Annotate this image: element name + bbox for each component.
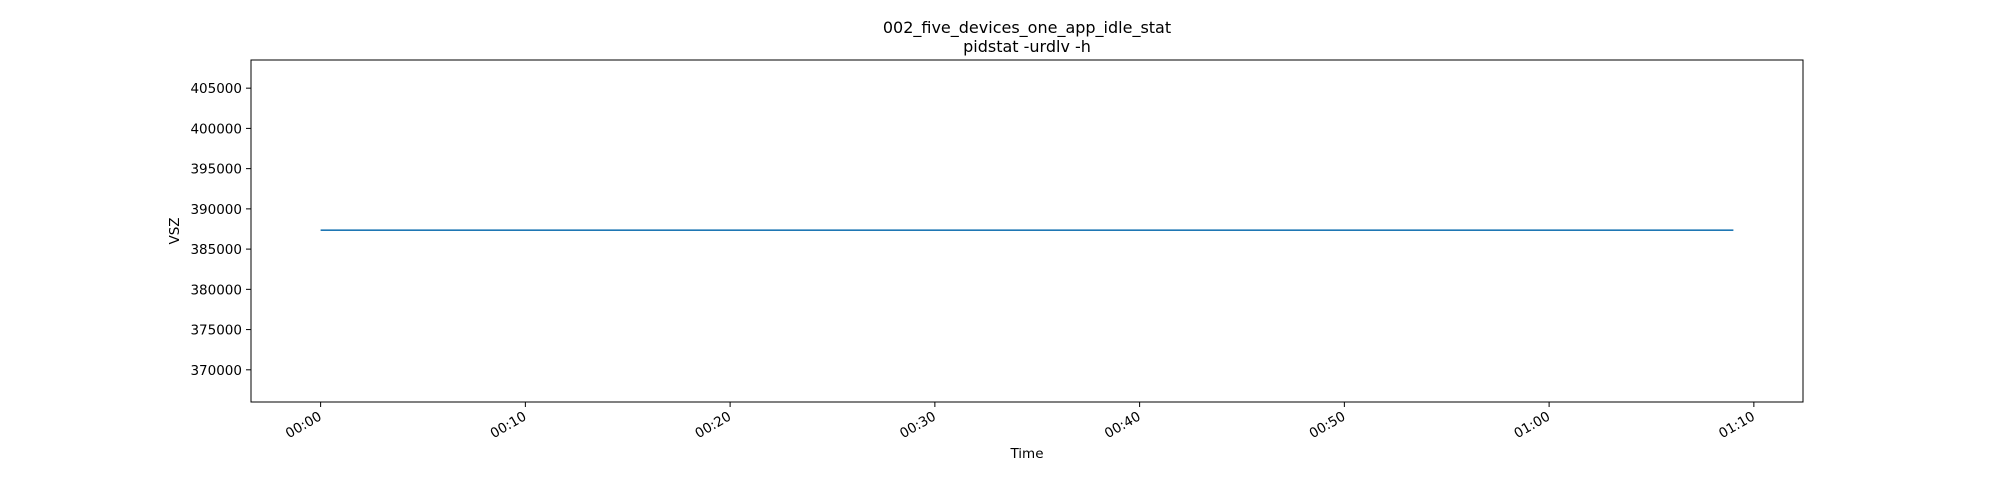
chart-subtitle: pidstat -urdlv -h (963, 37, 1091, 56)
x-tick-label: 00:00 (283, 409, 325, 442)
x-axis-ticks: 00:00 00:10 00:20 00:30 00:40 00:50 01:00 01:10 (283, 402, 1758, 442)
x-tick-label: 00:30 (897, 409, 939, 442)
y-tick-label: 375000 (190, 323, 242, 339)
x-tick-label: 01:10 (1716, 409, 1758, 442)
y-tick-label: 395000 (190, 162, 242, 178)
x-tick-label: 00:50 (1307, 409, 1349, 442)
y-tick-label: 385000 (190, 242, 242, 258)
y-tick-label: 380000 (190, 282, 242, 298)
x-tick-label: 00:10 (488, 409, 530, 442)
x-tick-label: 00:20 (692, 409, 734, 442)
x-axis-label: Time (1009, 446, 1043, 462)
y-axis-ticks: 370000 375000 380000 385000 390000 395000 4000… (190, 81, 251, 379)
y-tick-label: 370000 (190, 363, 242, 379)
y-tick-label: 390000 (190, 202, 242, 218)
y-tick-label: 400000 (190, 121, 242, 137)
x-tick-label: 01:00 (1511, 409, 1553, 442)
y-axis-label: VSZ (167, 217, 183, 244)
x-tick-label: 00:40 (1102, 409, 1144, 442)
plot-frame (250, 59, 1804, 403)
y-tick-label: 405000 (190, 81, 242, 97)
chart-title: 002_five_devices_one_app_idle_stat (883, 18, 1171, 38)
